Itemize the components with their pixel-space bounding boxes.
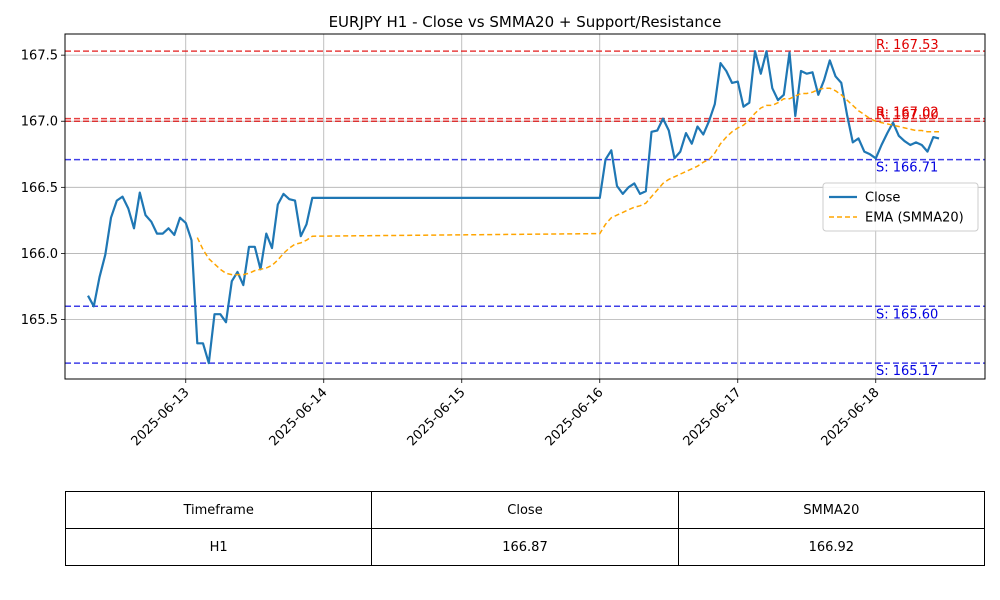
table-row: H1 166.87 166.92 [64,528,986,566]
support-label: S: 166.71 [876,161,938,176]
x-tick-label: 2025-06-18 [819,385,883,449]
table-cell: H1 [64,528,373,566]
support-label: S: 165.17 [876,364,938,379]
chart: 165.5 166.0 166.5 167.0 167.5 2025-06-13 2025-… [21,13,986,449]
resistance-label: R: 167.02 [876,106,939,121]
table-header-row: Timeframe Close SMMA20 [64,491,986,529]
x-tick-label: 2025-06-17 [681,385,745,449]
table-header-cell: Close [371,491,679,529]
y-tick-label: 165.5 [21,313,58,328]
y-tick-label: 166.5 [21,181,58,196]
chart-title: EURJPY H1 - Close vs SMMA20 + Support/Re… [329,13,722,31]
y-tick-label: 167.0 [21,115,58,130]
legend-box [822,182,979,232]
table-header-cell: Timeframe [64,491,373,529]
table-cell: 166.92 [677,528,986,566]
close-series-line [87,50,940,365]
line-labels: R: 167.53 R: 167.02R: 167.00 S: 166.71 S: 1… [876,38,939,379]
y-tick-label: 167.5 [21,49,58,64]
smma-series-line [196,87,939,276]
y-tick-label: 166.0 [21,247,58,262]
table-header-cell: SMMA20 [677,491,986,529]
legend: Close EMA (SMMA20) [822,182,979,232]
series-group [87,50,940,365]
table-cell: 166.87 [371,528,679,566]
summary-table: Timeframe Close SMMA20 H1 166.87 166.92 [64,491,986,566]
support-resistance-lines [65,50,985,364]
legend-label: Close [865,191,900,206]
resistance-label: R: 167.00 [876,108,939,123]
plot-frame [64,33,986,380]
legend-label: EMA (SMMA20) [865,211,964,226]
x-tick-label: 2025-06-15 [405,385,469,449]
x-tick-label: 2025-06-16 [543,385,607,449]
x-tick-label: 2025-06-13 [129,385,193,449]
x-tick-label: 2025-06-14 [267,385,331,449]
support-label: S: 165.60 [876,307,938,322]
resistance-label: R: 167.53 [876,38,939,53]
